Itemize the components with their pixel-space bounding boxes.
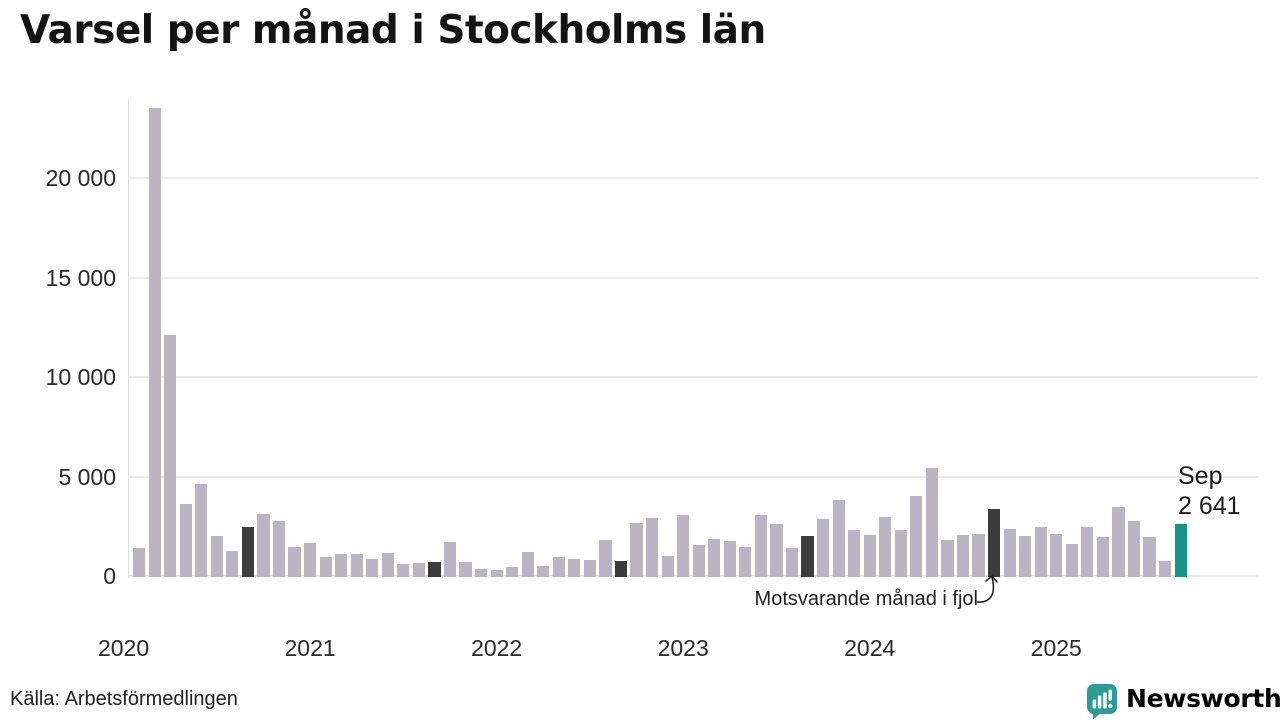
x-axis-tick-2023: 2023 xyxy=(657,635,709,661)
annotation-arrow-icon xyxy=(976,575,998,603)
bar-2020-08 xyxy=(226,551,239,577)
prev-year-annotation: Motsvarande månad i fjol xyxy=(754,588,978,610)
bar-2021-07 xyxy=(397,564,410,577)
bar-2024-06 xyxy=(941,540,954,577)
gridline-15000 xyxy=(128,276,1258,279)
x-axis-tick-2022: 2022 xyxy=(471,635,523,661)
bar-2023-06 xyxy=(754,515,767,577)
current-month-value: 2 641 xyxy=(1178,492,1241,520)
gridline-20000 xyxy=(128,177,1258,180)
bar-2024-01 xyxy=(863,535,876,577)
bar-2022-02 xyxy=(506,567,519,577)
bar-2024-04 xyxy=(910,496,923,577)
bar-2021-03 xyxy=(335,554,348,577)
bar-2025-01 xyxy=(1050,534,1063,577)
bar-2022-12 xyxy=(661,556,674,577)
bar-2025-03 xyxy=(1081,527,1094,577)
current-month-name: Sep xyxy=(1178,462,1223,490)
y-axis-tick-label: 0 xyxy=(103,563,116,589)
bar-2025-05 xyxy=(1112,507,1125,577)
y-axis-tick-label: 5 000 xyxy=(58,463,116,490)
bar-2020-06 xyxy=(195,483,208,577)
bar-2021-02 xyxy=(319,557,332,577)
bar-2023-11 xyxy=(832,500,845,577)
bar-2022-03 xyxy=(521,552,534,577)
bar-2024-11 xyxy=(1019,536,1032,577)
y-axis-line xyxy=(128,100,129,578)
bar-2020-03 xyxy=(148,107,161,577)
bar-2023-08 xyxy=(785,548,799,577)
bar-2022-06 xyxy=(568,559,581,577)
bar-2024-02 xyxy=(879,517,892,577)
bar-2023-02 xyxy=(692,545,705,577)
bar-2021-08 xyxy=(412,563,425,577)
bar-2021-12 xyxy=(474,569,488,577)
bar-2021-04 xyxy=(350,554,363,577)
bar-2023-04 xyxy=(723,541,736,577)
bar-2024-10 xyxy=(1003,529,1016,577)
bar-2022-07 xyxy=(583,560,596,577)
bar-2021-01 xyxy=(303,543,317,577)
bar-2023-03 xyxy=(708,539,721,577)
bar-2024-05 xyxy=(925,467,938,577)
bar-2022-08 xyxy=(599,540,612,577)
bar-2025-08 xyxy=(1158,561,1172,577)
gridline-5000 xyxy=(128,475,1258,478)
bar-2020-04 xyxy=(164,335,177,577)
bar-2025-07 xyxy=(1143,537,1156,577)
bar-2020-02 xyxy=(133,548,146,577)
bar-2023-09 xyxy=(801,536,814,577)
bar-2020-10 xyxy=(257,514,270,577)
bar-2024-12 xyxy=(1034,527,1047,577)
x-axis-tick-2025: 2025 xyxy=(1030,635,1082,661)
bar-2025-02 xyxy=(1065,544,1078,577)
bar-2021-10 xyxy=(443,542,457,577)
newsworthy-logo: Newsworthy xyxy=(1086,683,1280,720)
x-axis-tick-2020: 2020 xyxy=(97,635,150,661)
x-axis-tick-2024: 2024 xyxy=(844,635,896,661)
bar-2023-05 xyxy=(739,547,752,577)
bar-2020-07 xyxy=(210,536,223,577)
y-axis-tick-label: 20 000 xyxy=(45,165,116,192)
newsworthy-wordmark: Newsworthy xyxy=(1126,684,1280,713)
bar-2020-12 xyxy=(288,547,301,577)
source-note: Källa: Arbetsförmedlingen xyxy=(10,688,238,710)
bar-2021-09 xyxy=(428,562,441,577)
bar-2025-06 xyxy=(1127,521,1141,577)
bar-2023-07 xyxy=(770,524,783,577)
bar-2022-05 xyxy=(552,557,565,577)
bar-2021-05 xyxy=(366,559,379,577)
bar-2020-11 xyxy=(272,521,286,577)
x-axis-tick-2021: 2021 xyxy=(284,635,336,661)
bar-2025-09 xyxy=(1174,524,1187,577)
bar-2024-09 xyxy=(987,509,1001,577)
y-axis-tick-label: 10 000 xyxy=(45,364,116,391)
bar-2024-07 xyxy=(956,535,970,577)
bar-2025-04 xyxy=(1096,537,1109,577)
gridline-10000 xyxy=(128,376,1258,379)
bar-2020-09 xyxy=(241,527,254,577)
bar-2023-12 xyxy=(848,530,861,577)
chart-title: Varsel per månad i Stockholms län xyxy=(20,8,766,53)
bar-2021-11 xyxy=(459,562,472,577)
bar-2023-01 xyxy=(677,515,690,577)
bar-2024-03 xyxy=(894,530,907,577)
bar-2023-10 xyxy=(816,519,830,577)
bar-2024-08 xyxy=(972,534,985,577)
current-month-label: Sep 2 641 xyxy=(1178,461,1241,521)
bar-2022-11 xyxy=(645,518,659,577)
bar-2022-01 xyxy=(490,570,503,577)
bar-2022-09 xyxy=(614,561,628,577)
bar-2022-10 xyxy=(630,523,643,577)
bar-2022-04 xyxy=(537,566,550,577)
newsworthy-icon xyxy=(1087,684,1117,720)
bar-2021-06 xyxy=(381,553,394,577)
bar-2020-05 xyxy=(179,504,192,577)
y-axis-tick-label: 15 000 xyxy=(45,264,116,291)
